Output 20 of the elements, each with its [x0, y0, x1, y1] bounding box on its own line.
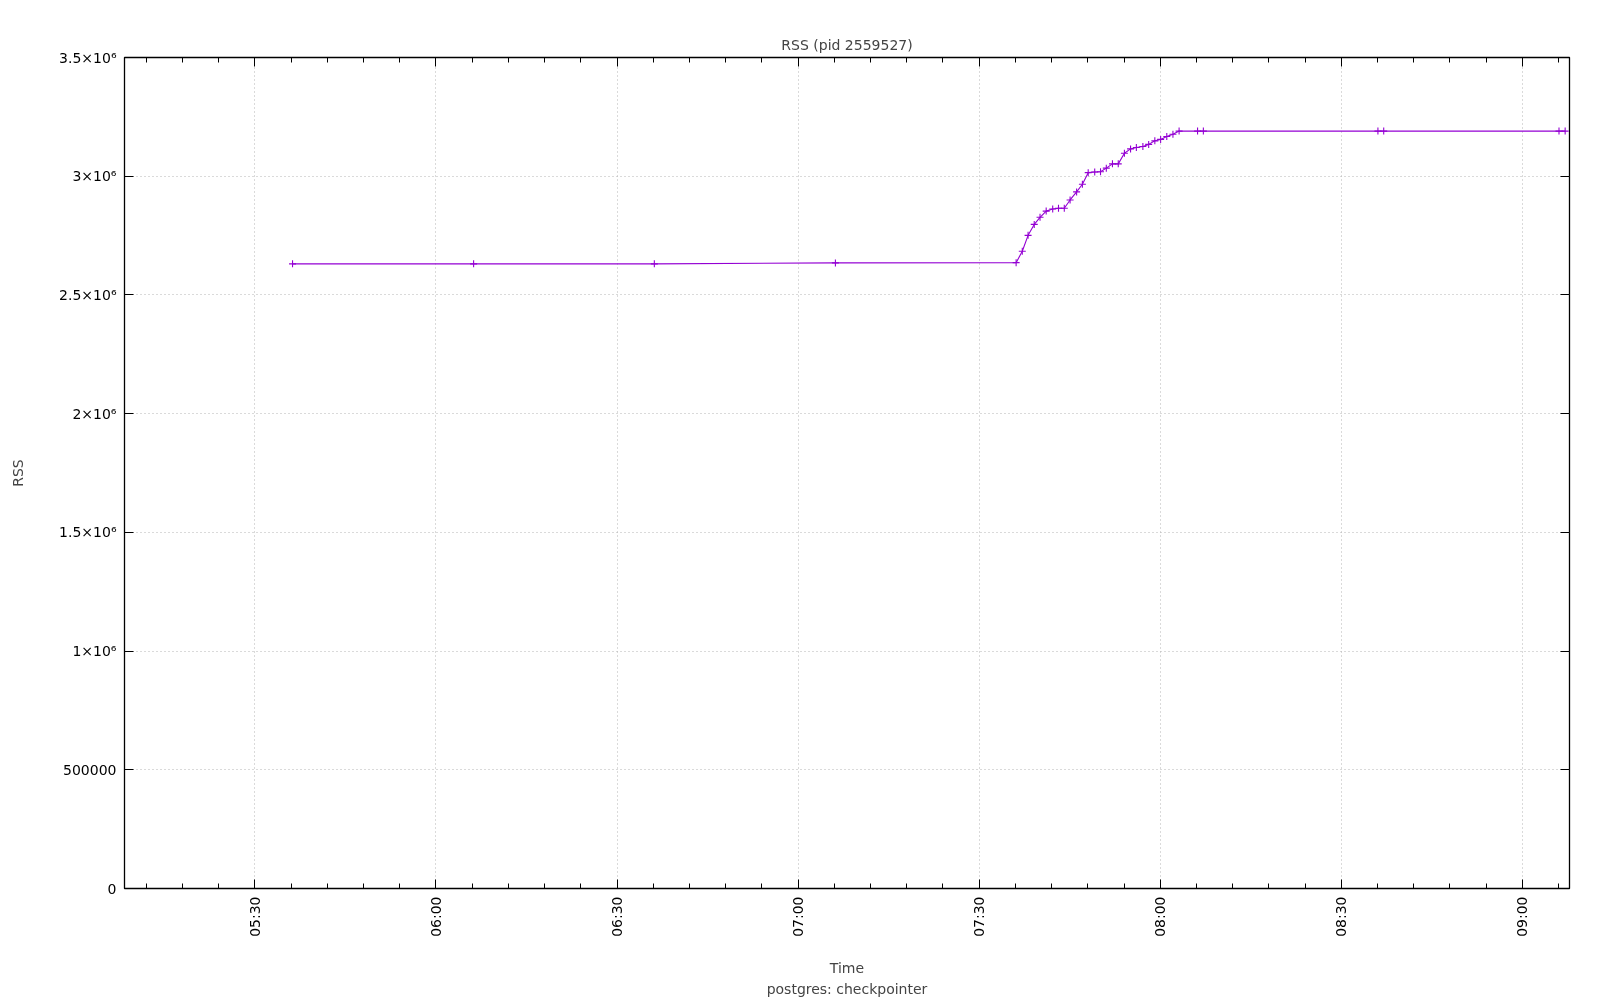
y-tick-label: 0	[107, 880, 117, 897]
y-tick-label: 1.5×10⁶	[59, 524, 117, 541]
x-tick-label: 05:30	[246, 896, 263, 937]
y-tick-label: 2.5×10⁶	[59, 286, 117, 303]
x-tick-label: 08:00	[1152, 896, 1169, 937]
x-tick-label: 08:30	[1333, 896, 1350, 937]
y-axis-title: RSS	[10, 459, 27, 487]
y-tick-label: 2×10⁶	[72, 405, 117, 422]
y-tick-label: 1×10⁶	[72, 643, 117, 660]
x-tick-label: 07:30	[971, 896, 988, 937]
x-tick-label: 09:00	[1514, 896, 1531, 937]
y-tick-label: 3.5×10⁶	[59, 49, 117, 66]
x-axis-title: Time	[828, 959, 865, 976]
x-tick-label: 06:30	[609, 896, 626, 937]
x-tick-label: 07:00	[790, 896, 807, 937]
y-tick-label: 3×10⁶	[72, 168, 117, 185]
chart-title: RSS (pid 2559527)	[781, 36, 913, 53]
y-tick-label: 500000	[63, 761, 117, 778]
x-tick-label: 06:00	[427, 896, 444, 937]
text: postgres: checkpointer	[766, 980, 928, 997]
